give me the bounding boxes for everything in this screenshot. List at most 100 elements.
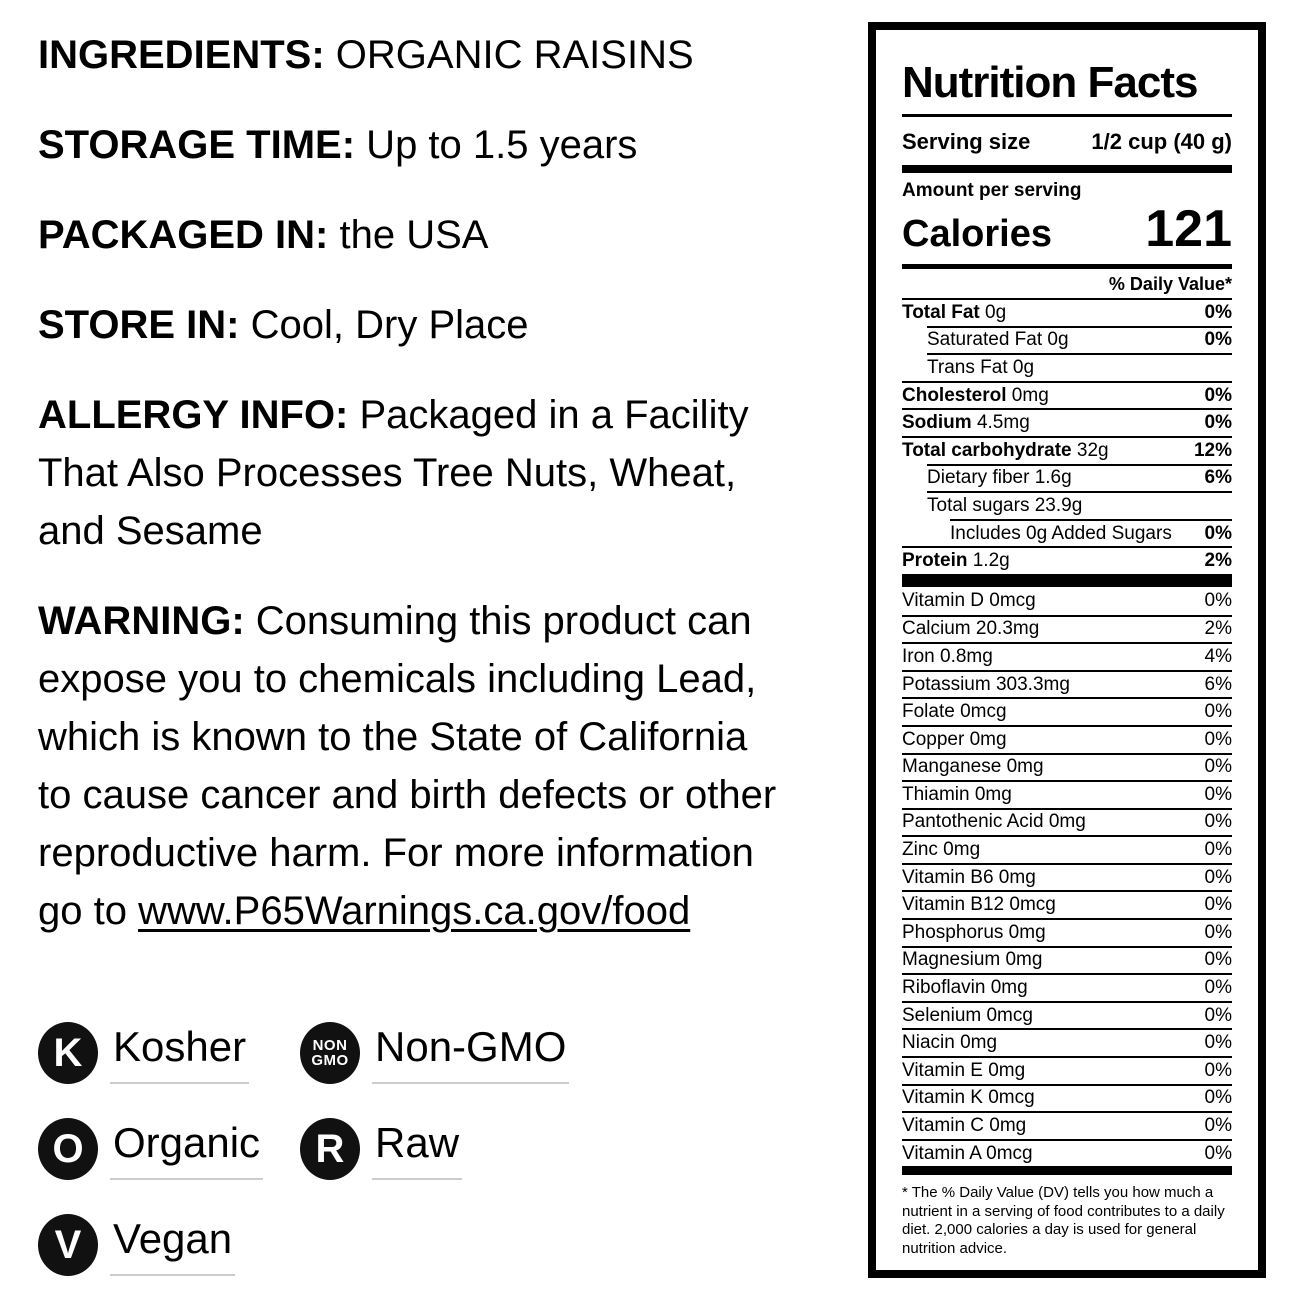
nutrient-row: Protein 1.2g 2% [902,546,1232,574]
nutrient-daily-value: 0% [1204,1087,1232,1109]
badge-kosher: K Kosher [38,1022,300,1084]
storage-time-line: STORAGE TIME: Up to 1.5 years [38,116,790,174]
ingredients-label: INGREDIENTS: [38,33,325,77]
product-info-column: INGREDIENTS: ORGANIC RAISINS STORAGE TIM… [38,26,790,972]
nutrient-name: Vitamin C 0mg [902,1115,1027,1137]
nutrient-name: Copper 0mg [902,728,1007,750]
non-gmo-icon: NON GMO [300,1022,360,1084]
kosher-icon: K [38,1022,98,1084]
warning-paragraph: WARNING: Consuming this product can expo… [38,592,790,940]
nutrient-row: Folate 0mcg 0% [902,697,1232,725]
nutrient-row: Vitamin D 0mcg 0% [902,587,1232,615]
title-divider [902,114,1232,117]
nutrient-name: Phosphorus 0mg [902,921,1046,943]
nutrient-name: Includes 0g Added Sugars [950,522,1172,544]
daily-value-header: % Daily Value* [1108,274,1232,294]
ingredients-value: ORGANIC RAISINS [324,33,694,77]
thick-divider [902,165,1232,173]
calories-value: 121 [1145,200,1232,258]
nutrient-daily-value: 0% [1204,921,1232,943]
vegan-icon: V [38,1214,98,1276]
packaged-in-value: the USA [328,213,489,257]
nutrient-daily-value: 2% [1204,550,1232,572]
nutrient-name: Thiamin 0mg [902,783,1012,805]
nutrient-name: Manganese 0mg [902,756,1044,778]
badge-raw: R Raw [300,1118,638,1180]
raw-label: Raw [372,1118,463,1180]
nutrient-daily-value: 0% [1204,1004,1232,1026]
store-in-value: Cool, Dry Place [239,303,529,347]
nutrient-daily-value: 0% [1204,728,1232,750]
nutrient-row: Vitamin B6 0mg 0% [902,862,1232,891]
nutrient-daily-value: 0% [1204,701,1232,723]
nutrient-name: Vitamin K 0mcg [902,1087,1035,1109]
storage-time-value: Up to 1.5 years [355,123,638,167]
vegan-label: Vegan [110,1214,236,1276]
badge-organic: O Organic [38,1118,300,1180]
nutrient-row: Thiamin 0mg 0% [902,780,1232,808]
icon-letter: O [52,1127,84,1171]
nutrient-row: Trans Fat 0g [927,353,1232,381]
nutrient-row: Cholesterol 0mg 0% [902,380,1232,409]
organic-label: Organic [110,1118,264,1180]
nutrient-daily-value: 0% [1204,522,1232,544]
nutrient-row: Total carbohydrate 32g 12% [902,435,1232,464]
nutrient-daily-value: 0% [1204,811,1232,833]
nutrient-name: Sodium 4.5mg [902,412,1030,434]
raw-icon: R [300,1118,360,1180]
nutrient-name: Saturated Fat 0g [927,329,1069,351]
nutrient-daily-value: 0% [1204,412,1232,434]
nutrient-daily-value: 0% [1204,894,1232,916]
nutrient-daily-value: 0% [1204,783,1232,805]
nutrient-name: Vitamin D 0mcg [902,589,1036,611]
nutrient-row: Pantothenic Acid 0mg 0% [902,807,1232,836]
nutrient-daily-value: 0% [1204,1115,1232,1137]
nutrient-daily-value: 0% [1204,977,1232,999]
nutrient-daily-value: 0% [1204,839,1232,861]
nutrition-facts-panel: Nutrition Facts Serving size 1/2 cup (40… [868,22,1266,1278]
nutrient-name: Total carbohydrate 32g [902,439,1109,461]
nutrient-name: Total sugars 23.9g [927,494,1083,516]
nutrient-daily-value: 0% [1204,589,1232,611]
nutrient-daily-value: 0% [1204,1142,1232,1164]
kosher-label: Kosher [110,1022,250,1084]
nutrient-daily-value: 4% [1204,645,1232,667]
nutrient-name: Magnesium 0mg [902,949,1043,971]
nutrient-row: Iron 0.8mg 4% [902,642,1232,670]
nutrient-row: Vitamin A 0mcg 0% [902,1138,1232,1167]
nutrition-facts-title: Nutrition Facts [902,58,1198,107]
nutrient-daily-value: 0% [1204,1032,1232,1054]
nutrient-daily-value: 0% [1204,301,1232,323]
allergy-info-label: ALLERGY INFO: [38,393,349,437]
nutrient-name: Vitamin B12 0mcg [902,894,1056,916]
nutrient-row: Vitamin C 0mg 0% [902,1111,1232,1139]
nutrient-name: Calcium 20.3mg [902,618,1040,640]
storage-time-label: STORAGE TIME: [38,123,356,167]
allergy-info-paragraph: ALLERGY INFO: Packaged in a Facility Tha… [38,386,790,560]
nutrient-name: Total Fat 0g [902,301,1007,323]
amount-per-serving-label: Amount per serving [902,180,1082,201]
icon-letter: R [315,1127,345,1171]
nutrient-name: Dietary fiber 1.6g [927,467,1072,489]
nutrient-row: Dietary fiber 1.6g 6% [927,463,1232,492]
nutrient-row: Niacin 0mg 0% [902,1028,1232,1056]
packaged-in-label: PACKAGED IN: [38,213,329,257]
p65-warnings-link[interactable]: www.P65Warnings.ca.gov/food [138,889,691,933]
nutrient-row: Saturated Fat 0g 0% [927,325,1232,354]
badge-vegan: V Vegan [38,1214,300,1276]
nutrient-row: Total Fat 0g 0% [902,298,1232,326]
ingredients-line: INGREDIENTS: ORGANIC RAISINS [38,26,790,84]
packaged-in-line: PACKAGED IN: the USA [38,206,790,264]
nutrient-daily-value: 2% [1204,618,1232,640]
nutrient-name: Iron 0.8mg [902,645,993,667]
medium-divider [902,264,1232,269]
icon-letter: V [54,1223,82,1267]
non-gmo-label: Non-GMO [372,1022,570,1084]
nutrient-daily-value: 6% [1204,467,1232,489]
warning-value: Consuming this product can expose you to… [38,599,777,933]
calories-label: Calories [902,213,1052,255]
store-in-line: STORE IN: Cool, Dry Place [38,296,790,354]
icon-letter: NON [312,1037,348,1054]
nutrient-name: Folate 0mcg [902,701,1007,723]
